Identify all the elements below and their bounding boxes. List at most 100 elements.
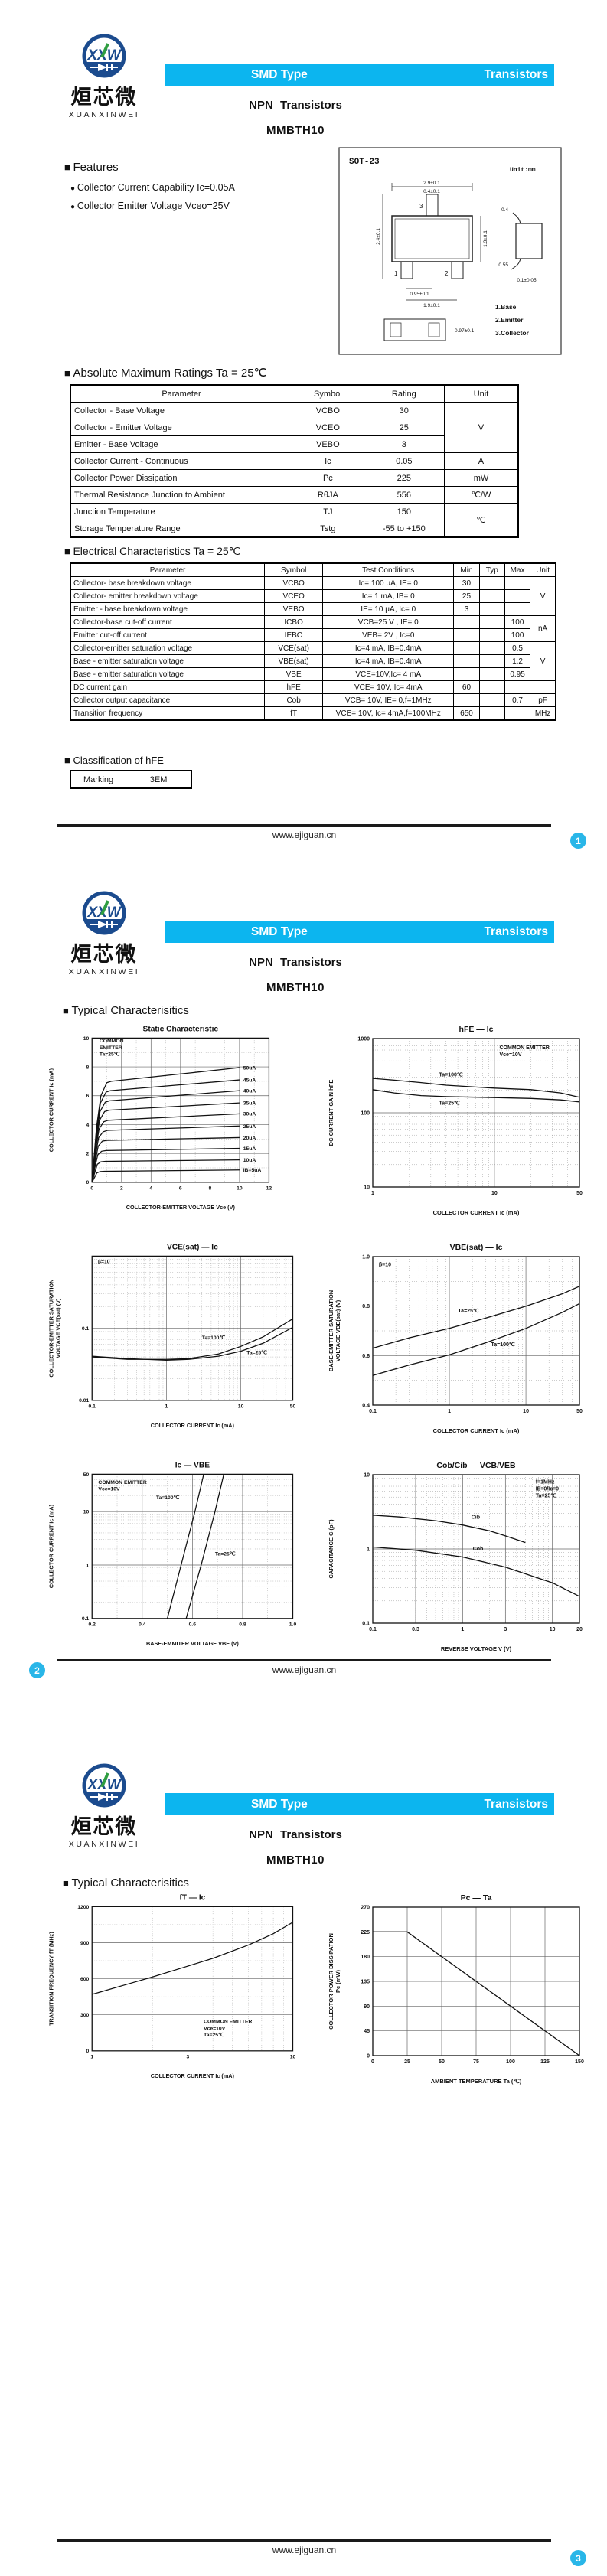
column-header: Parameter — [70, 562, 266, 577]
plot-annotation: COMMON EMITTER — [499, 1045, 549, 1051]
table-cell: Ic=4 mA, IB=0.4mA — [322, 641, 455, 655]
svg-text:8: 8 — [208, 1186, 211, 1192]
svg-text:0.6: 0.6 — [362, 1354, 370, 1359]
svg-text:1: 1 — [90, 2055, 93, 2060]
svg-text:2: 2 — [120, 1186, 123, 1192]
plot-annotation: β=10 — [98, 1260, 110, 1265]
typical-characteristics-title: Typical Characterisitics — [63, 1004, 188, 1017]
table-cell: 60 — [453, 680, 480, 694]
table-cell — [504, 576, 531, 590]
table-cell-unit: V — [530, 641, 556, 681]
table-cell: 1.2 — [504, 654, 531, 668]
x-axis-label: COLLECTOR CURRENT Ic (mA) — [433, 1209, 520, 1216]
column-header: Min — [453, 562, 480, 577]
series-curve — [372, 1303, 580, 1376]
plot-title: Ic — VBE — [175, 1462, 210, 1470]
table-cell — [478, 667, 505, 681]
plot-annotation: COMMON EMITTER — [98, 1480, 146, 1485]
plot-annotation: Ta=100℃ — [156, 1495, 180, 1501]
table-cell-unit — [530, 680, 556, 694]
svg-text:25: 25 — [404, 2059, 410, 2065]
table-cell: 3EM — [126, 770, 192, 789]
table-cell: VCBO — [264, 576, 324, 590]
table-cell: Collector- base breakdown voltage — [70, 576, 266, 590]
table-cell: 100 — [504, 628, 531, 642]
svg-text:10: 10 — [238, 1404, 244, 1410]
table-cell: VCB=25 V , IE= 0 — [322, 615, 455, 629]
table-cell: Collector - Base Voltage — [70, 402, 293, 419]
plot-annotation: Vce=10V — [499, 1052, 521, 1058]
svg-text:8: 8 — [86, 1065, 90, 1070]
table-header-row: Parameter Symbol Rating Unit — [70, 384, 519, 403]
table-cell: VEBO — [264, 602, 324, 616]
table-cell — [478, 680, 505, 694]
data-table: Parameter Symbol Rating Unit Collector - Bas… — [70, 384, 519, 538]
chart-vcesat-vs-ic: 0.1 1 10 50 0.01 0.1 VCE(sat) — Ic COLLECTOR CU… — [46, 1240, 306, 1433]
banner-right-label: Transistors — [484, 1797, 548, 1811]
table-cell: VBE — [264, 667, 324, 681]
svg-text:0.6: 0.6 — [189, 1622, 197, 1628]
svg-text:50: 50 — [83, 1472, 90, 1478]
svg-text:1200: 1200 — [77, 1905, 89, 1910]
svg-text:150: 150 — [575, 2059, 584, 2065]
table-cell-unit: ℃/W — [443, 486, 519, 504]
svg-text:0.1: 0.1 — [89, 1404, 96, 1410]
table-cell: VCBO — [292, 402, 364, 419]
table-cell: VCE= 10V, Ic= 4mA — [322, 680, 455, 694]
page-number-badge: 3 — [570, 2550, 586, 2566]
series-curve — [91, 1159, 240, 1182]
pin-legend: 2.Emitter — [495, 316, 524, 324]
svg-text:1.3±0.1: 1.3±0.1 — [483, 230, 488, 247]
series-label: 30uA — [243, 1112, 256, 1117]
data-table: Marking 3EM — [70, 770, 192, 789]
svg-text:0.4: 0.4 — [139, 1622, 146, 1628]
svg-text:10: 10 — [83, 1036, 90, 1042]
series-label: 40uA — [243, 1089, 256, 1094]
type-banner: SMD Type Transistors — [165, 921, 554, 943]
series-label: 45uA — [243, 1078, 256, 1083]
svg-text:0: 0 — [90, 1186, 93, 1192]
table-cell-unit: ℃ — [443, 503, 519, 538]
table-header-row: Parameter Symbol Test Conditions Min Typ Max U… — [70, 562, 556, 577]
plot-annotation: Ta=25℃ — [246, 1350, 267, 1356]
package-name: SOT-23 — [349, 158, 380, 167]
svg-text:6: 6 — [179, 1186, 182, 1192]
table-row: Collector - Base Voltage VCBO 30 V — [70, 402, 519, 453]
svg-text:0: 0 — [86, 2049, 90, 2054]
column-header: Typ — [478, 562, 505, 577]
footer-rule — [57, 824, 551, 827]
chart-capacitance-vs-voltage: 0.1 0.3 1 3 10 20 0.1 1 10 Cob/Cib — VCB/VEB REVER… — [325, 1458, 593, 1657]
plot-annotation: Ta=25℃ — [204, 2032, 224, 2038]
svg-text:1.0: 1.0 — [362, 1255, 370, 1260]
series-curve — [372, 1546, 580, 1597]
chart-hfe-vs-ic: 1 10 50 10 100 1000 hFE — Ic COLLECTOR CURRENT … — [325, 1022, 593, 1221]
svg-text:4: 4 — [149, 1186, 152, 1192]
table-cell: RθJA — [292, 486, 364, 504]
brand-monogram: XXW — [86, 1777, 122, 1793]
device-family: NPN Transistors — [249, 99, 342, 112]
x-axis-label: REVERSE VOLTAGE V (V) — [441, 1645, 512, 1652]
plot-annotation: Ta=100℃ — [202, 1335, 226, 1341]
plot-annotation: Vce=10V — [98, 1487, 120, 1492]
y-axis-label: COLLECTOR-EMITTER SATURATION — [48, 1280, 55, 1378]
plot-title: VBE(sat) — Ic — [450, 1243, 503, 1252]
svg-text:0.1: 0.1 — [82, 1616, 90, 1622]
series-label: 10uA — [243, 1158, 256, 1163]
banner-left-label: SMD Type — [251, 1797, 308, 1811]
table-cell: 650 — [453, 706, 480, 721]
plot-annotation: Ta=25℃ — [439, 1101, 460, 1107]
footer-url: www.ejiguan.cn — [272, 830, 337, 840]
table-row: Base - emitter saturation voltage VBE VCE=… — [70, 667, 556, 681]
svg-text:50: 50 — [290, 1404, 296, 1410]
brand-monogram: XXW — [86, 905, 122, 921]
table-cell: VCEO — [264, 589, 324, 603]
svg-text:3: 3 — [504, 1627, 507, 1632]
chart-static-characteristic: 0 2 4 6 8 10 12 0 2 4 6 8 10 Static Characteristic COL… — [46, 1022, 306, 1215]
svg-text:12: 12 — [266, 1186, 272, 1192]
table-row: Transition frequency fT VCE= 10V, Ic= 4mA,… — [70, 706, 556, 721]
series-curve — [91, 1113, 240, 1182]
svg-text:50: 50 — [576, 1409, 583, 1414]
series-curve — [91, 1079, 240, 1182]
y-axis-label: CAPACITANCE C (pF) — [328, 1519, 335, 1579]
svg-text:0.4±0.1: 0.4±0.1 — [423, 189, 440, 194]
